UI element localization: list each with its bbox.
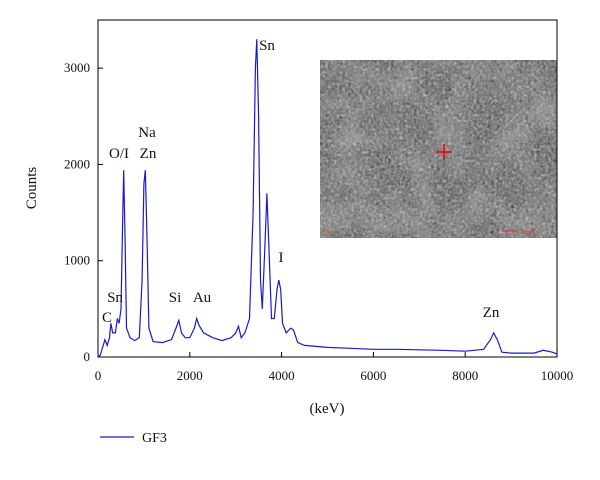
peak-label: Au bbox=[193, 290, 212, 306]
x-tick-label: 10000 bbox=[541, 368, 574, 383]
y-axis-label: Counts bbox=[24, 167, 40, 210]
x-tick-label: 8000 bbox=[452, 368, 478, 383]
y-tick-label: 3000 bbox=[64, 60, 90, 75]
y-tick-label: 2000 bbox=[64, 156, 90, 171]
legend-label: GF3 bbox=[142, 431, 167, 446]
peak-label: I bbox=[279, 250, 284, 266]
inset-highlight bbox=[320, 60, 557, 238]
peak-label: Zn bbox=[140, 146, 157, 162]
peak-label: Sn bbox=[259, 38, 275, 54]
x-tick-label: 2000 bbox=[177, 368, 203, 383]
peak-label: O/I bbox=[109, 146, 129, 162]
spectrum-line bbox=[97, 39, 558, 358]
peak-label: Na bbox=[138, 125, 156, 141]
sem-image-inset: SE1 2 μm bbox=[320, 60, 557, 238]
inset-corner-label: SE1 bbox=[322, 228, 334, 236]
peak-label: Si bbox=[169, 290, 182, 306]
peak-label: C bbox=[102, 310, 112, 326]
inset-scale-label: 2 μm bbox=[521, 228, 536, 236]
x-axis-label: (keV) bbox=[310, 401, 345, 417]
y-tick-label: 0 bbox=[84, 349, 91, 364]
peak-label: Sn bbox=[107, 290, 123, 306]
plot-frame bbox=[97, 19, 558, 358]
peak-label: Zn bbox=[483, 305, 500, 321]
x-tick-label: 0 bbox=[95, 368, 102, 383]
x-tick-label: 4000 bbox=[269, 368, 295, 383]
y-tick-label: 1000 bbox=[64, 253, 90, 268]
x-tick-label: 6000 bbox=[360, 368, 386, 383]
